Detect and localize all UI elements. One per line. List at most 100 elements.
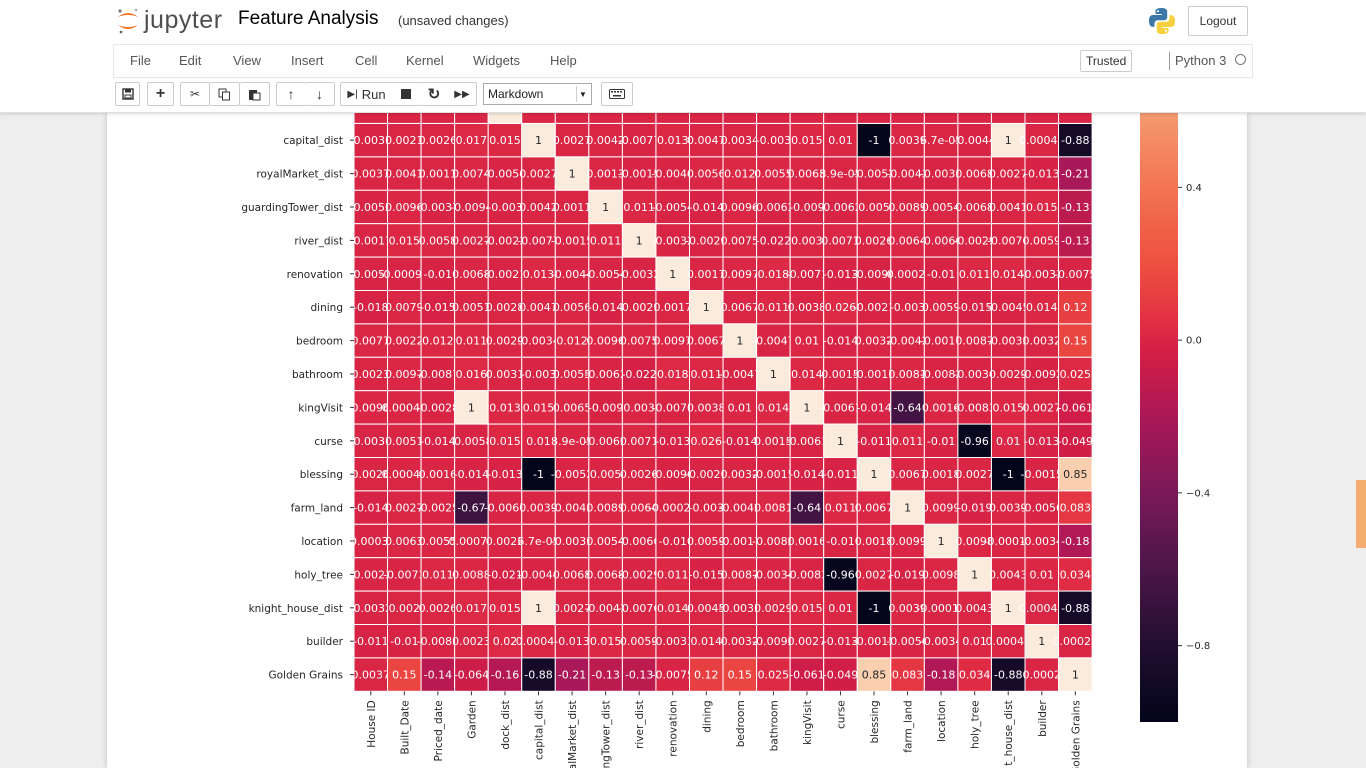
heatmap-cell — [588, 256, 623, 292]
heatmap-cell-label: -0.014 — [689, 201, 724, 214]
heatmap-cell — [353, 457, 389, 492]
menu-view[interactable]: View — [233, 53, 261, 68]
heatmap-cell-label: -0.0017 — [719, 535, 761, 548]
trusted-indicator[interactable]: Trusted — [1080, 50, 1133, 72]
heatmap-cell-partial — [789, 113, 825, 124]
heatmap-cell-label: 0.0029 — [754, 602, 793, 615]
heatmap-cell — [487, 323, 523, 358]
heatmap-row-label: holy_tree — [294, 569, 343, 581]
heatmap-cell-label: 0.015 — [791, 602, 823, 615]
heatmap-cell-label: 1 — [938, 535, 945, 548]
heatmap-cell — [689, 590, 724, 626]
heatmap-cell-label: -0.13 — [625, 669, 653, 682]
heatmap-cell — [454, 490, 489, 525]
heatmap-cell-label: 6.7e-05 — [517, 535, 559, 548]
heatmap-cell — [689, 256, 724, 292]
heatmap-cell — [957, 523, 992, 559]
heatmap-cell-label: 8.9e-05 — [551, 435, 593, 448]
heatmap-cell-label: -0.0035 — [551, 535, 593, 548]
copy-button[interactable] — [210, 82, 240, 106]
heatmap-cell-label: 0.0097 — [653, 335, 692, 348]
select-arrow-icon: ▼ — [576, 86, 589, 102]
heatmap-cell — [1024, 256, 1060, 292]
interrupt-button[interactable] — [392, 82, 421, 106]
heatmap-cell — [990, 590, 1026, 626]
heatmap-column-label: Garden — [466, 700, 478, 738]
heatmap-cell-partial — [588, 113, 623, 124]
heatmap-cell-label: -1 — [869, 602, 880, 615]
save-button[interactable] — [115, 82, 140, 106]
heatmap-cell-label: -0.0073 — [383, 568, 425, 581]
heatmap-cell-label: 0.01 — [962, 635, 987, 648]
heatmap-cell-label: 0.0023 — [452, 635, 491, 648]
menu-help[interactable]: Help — [550, 53, 577, 68]
heatmap-cell — [890, 223, 925, 258]
heatmap-cell — [588, 390, 623, 425]
heatmap-cell-label: -0.0017 — [350, 234, 392, 247]
heatmap-column-label: builder — [1037, 700, 1049, 737]
heatmap-cell-label: 0.01 — [1030, 568, 1055, 581]
heatmap-cell-label: -0.0077 — [517, 234, 559, 247]
notebook-name[interactable]: Feature Analysis — [238, 8, 379, 29]
heatmap-cell-label: 0.0041 — [385, 168, 424, 181]
menu-widgets[interactable]: Widgets — [473, 53, 520, 68]
heatmap-cell-label: 0.0031 — [486, 368, 524, 381]
jupyter-logo[interactable]: jupyter — [116, 6, 223, 35]
heatmap-row-label: guardingTower_dist — [241, 202, 343, 214]
heatmap-cell-label: 0.0026 — [352, 468, 391, 481]
heatmap-cell-label: 0.0054 — [586, 535, 625, 548]
command-palette-button[interactable] — [601, 82, 633, 106]
heatmap-cell-label: -0.0052 — [853, 168, 895, 181]
heatmap-cell — [689, 557, 724, 592]
heatmap-cell — [387, 624, 422, 659]
heatmap-row-label: capital_dist — [283, 135, 343, 147]
heatmap-cell-label: -0.0031 — [350, 134, 392, 147]
heatmap-cell-label: 0.0037 — [352, 669, 391, 682]
heatmap-cell-label: -0.0032 — [618, 268, 660, 281]
heatmap-cell — [521, 423, 556, 459]
heatmap-cell-label: -0.022 — [621, 368, 656, 381]
scrollbar-thumb[interactable] — [1356, 480, 1366, 548]
heatmap-cell-label: 0.0081 — [888, 368, 927, 381]
heatmap-cell — [789, 256, 825, 292]
heatmap-cell — [789, 390, 825, 425]
heatmap-cell-label: -0.0052 — [551, 468, 593, 481]
heatmap-cell-label: 0.011 — [590, 234, 622, 247]
restart-run-all-button[interactable]: ▶▶ — [448, 82, 477, 106]
move-up-button[interactable]: ↑ — [276, 82, 306, 106]
heatmap-cell — [1024, 390, 1060, 425]
heatmap-row-label: location — [301, 536, 343, 548]
cut-button[interactable]: ✂ — [180, 82, 210, 106]
heatmap-cell — [655, 189, 691, 225]
heatmap-cell-label: 0.0059 — [922, 301, 961, 314]
heatmap-cell-label: -0.0043 — [886, 168, 928, 181]
heatmap-cell — [621, 590, 657, 626]
heatmap-cell-partial — [689, 113, 724, 124]
cell-type-select[interactable]: Markdown ▼ — [483, 83, 592, 105]
menu-edit[interactable]: Edit — [179, 53, 202, 68]
restart-button[interactable]: ↻ — [420, 82, 449, 106]
menu-file[interactable]: File — [130, 53, 151, 68]
move-down-button[interactable]: ↓ — [305, 82, 335, 106]
heatmap-column-label: location — [936, 700, 948, 742]
heatmap-cell-label: 0.0027 — [553, 602, 592, 615]
heatmap-column-label: Priced_date — [433, 700, 445, 761]
heatmap-cell-partial — [1024, 113, 1060, 124]
heatmap-cell-label: -0.88 — [1061, 134, 1089, 147]
insert-cell-button[interactable]: + — [147, 82, 174, 106]
heatmap-cell — [353, 657, 389, 692]
heatmap-cell-label: 0.0089 — [888, 201, 927, 214]
heatmap-cell — [1024, 290, 1060, 325]
heatmap-cell-label: -0.011 — [856, 435, 891, 448]
logout-button[interactable]: Logout — [1188, 6, 1248, 36]
menu-cell[interactable]: Cell — [355, 53, 378, 68]
menu-insert[interactable]: Insert — [291, 53, 324, 68]
heatmap-cell-label: 0.01 — [526, 435, 551, 448]
heatmap-cell-label: -0.0096 — [853, 268, 895, 281]
run-button[interactable]: ▶| Run — [340, 82, 393, 106]
heatmap-column-label: renovation — [668, 700, 680, 756]
heatmap-cell-label: 0.034 — [959, 669, 991, 682]
heatmap-cell-label: 1 — [669, 268, 676, 281]
paste-button[interactable] — [240, 82, 270, 106]
menu-kernel[interactable]: Kernel — [406, 53, 444, 68]
